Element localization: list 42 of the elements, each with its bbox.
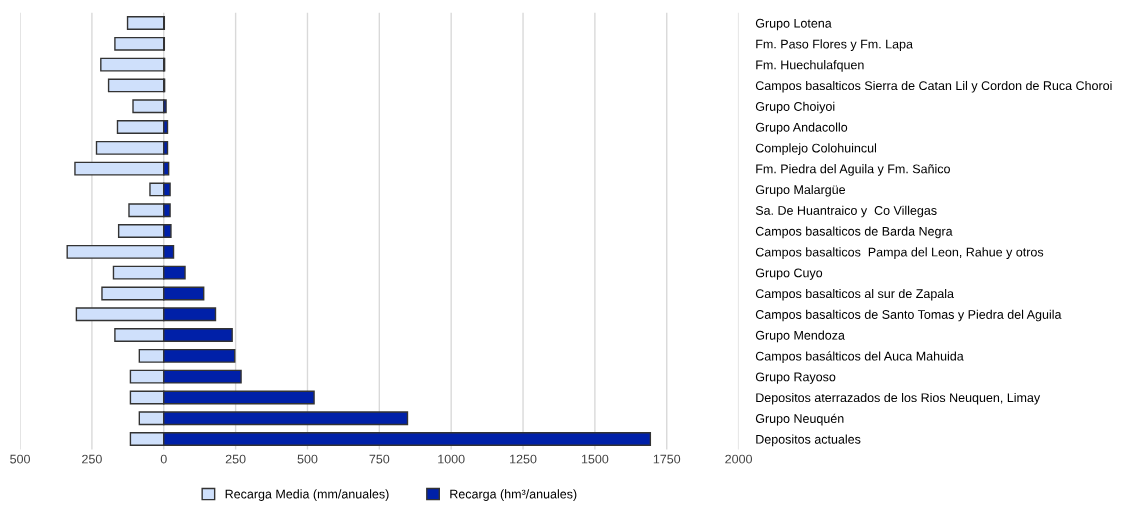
x-tick-label: 1500 xyxy=(581,454,609,464)
x-tick-label: 500 xyxy=(10,454,30,464)
y-tick-label: Grupo Choiyoi xyxy=(755,101,835,114)
y-tick-label: Campos basalticos Pampa del Leon, Rahue y otros xyxy=(755,247,1044,259)
bar xyxy=(132,99,165,114)
y-tick-label: Complejo Colohuincul xyxy=(755,143,877,155)
x-tick-label: 750 xyxy=(369,454,390,464)
y-tick-label: Campos basalticos Sierra de Catan Lil y Cordon de Ruca Choroi xyxy=(755,80,1112,93)
x-tick-label: 1250 xyxy=(510,454,537,464)
x-tick-label: 1750 xyxy=(653,454,681,464)
x-tick-label: 1000 xyxy=(438,454,465,464)
y-tick-label: Campos basalticos de Santo Tomas y Piedra del Aguila xyxy=(755,309,1062,322)
y-tick-label: Grupo Rayoso xyxy=(755,372,836,384)
y-tick-label: Grupo Malargüe xyxy=(755,184,846,197)
legend-label: Recarga Media (mm/anuales) xyxy=(225,489,389,501)
y-tick-label: Campos basalticos al sur de Zapala xyxy=(755,288,954,301)
bar xyxy=(114,36,165,51)
y-tick-label: Campos basálticos del Auca Mahuida xyxy=(755,351,964,364)
x-tick-label: 2000 xyxy=(725,454,753,464)
y-tick-label: Fm. Piedra del Aguila y Fm. Sañico xyxy=(756,164,950,176)
y-tick-label: Sa. De Huantraico y Co Villegas xyxy=(755,205,937,218)
y-tick-label: Grupo Neuquén xyxy=(755,413,844,426)
bar xyxy=(107,78,165,93)
bar xyxy=(100,57,165,72)
x-tick-label: 250 xyxy=(82,454,102,464)
y-tick-label: Grupo Andacollo xyxy=(755,122,848,135)
y-tick-label: Grupo Lotena xyxy=(755,18,832,31)
y-tick-label: Depositos aterrazados de los Rios Neuquen, Limay xyxy=(756,392,1041,405)
y-tick-label: Fm. Paso Flores y Fm. Lapa xyxy=(756,39,913,51)
y-tick-label: Fm. Huechulafquen xyxy=(756,60,864,72)
x-tick-label: 250 xyxy=(225,454,246,464)
x-tick-label: 500 xyxy=(297,454,318,464)
bar xyxy=(126,16,165,30)
y-tick-label: Grupo Cuyo xyxy=(755,268,823,280)
y-tick-label: Grupo Mendoza xyxy=(755,330,845,343)
x-tick-label: 0 xyxy=(160,454,167,464)
bar xyxy=(95,140,165,155)
legend-label: Recarga (hm³/anuales) xyxy=(450,489,577,501)
bar xyxy=(116,120,165,134)
y-tick-label: Depositos actuales xyxy=(756,434,861,447)
y-tick-label: Campos basalticos de Barda Negra xyxy=(755,226,953,239)
bar xyxy=(74,161,165,176)
